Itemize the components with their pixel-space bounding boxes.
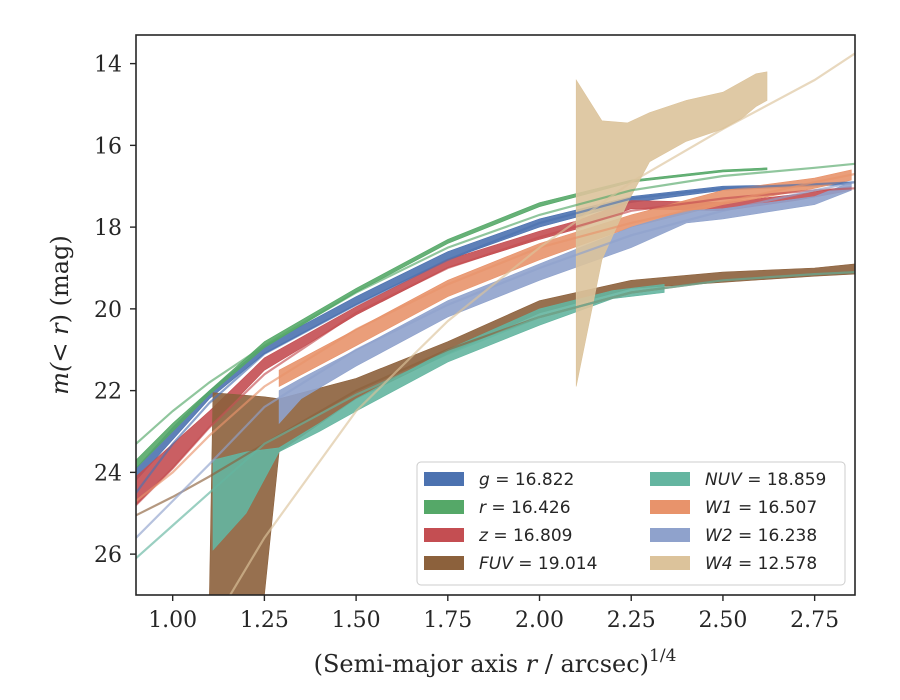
legend-swatch-fuv <box>424 556 464 570</box>
y-tick-label: 24 <box>94 461 122 486</box>
band-r <box>136 167 768 469</box>
legend-label-w4: W4 = 12.578 <box>705 554 817 574</box>
x-tick-label: 1.75 <box>423 608 472 633</box>
legend-swatch-z <box>424 528 464 542</box>
legend-swatch-nuv <box>650 472 690 486</box>
y-tick-label: 26 <box>94 543 122 568</box>
legend-label-fuv: FUV = 19.014 <box>479 554 597 574</box>
legend-label-w2: W2 = 16.238 <box>705 526 817 546</box>
x-tick-label: 2.50 <box>698 608 747 633</box>
y-tick-label: 18 <box>94 216 122 241</box>
x-tick-label: 2.75 <box>790 608 839 633</box>
legend-label-w1: W1 = 16.507 <box>705 498 817 518</box>
y-tick-label: 14 <box>94 53 122 78</box>
curve-w1 <box>136 172 855 502</box>
x-tick-label: 1.25 <box>240 608 289 633</box>
x-axis-label: (Semi-major axis r / arcsec)1/4 <box>314 646 677 678</box>
legend-swatch-r <box>424 500 464 514</box>
band-w2 <box>278 181 852 425</box>
legend-label-z: z = 16.809 <box>478 526 572 546</box>
band-w4 <box>575 71 768 387</box>
y-axis: 14 16 18 20 22 24 26 <box>94 53 136 568</box>
legend-label-g: g = 16.822 <box>479 470 574 490</box>
x-tick-label: 1.50 <box>332 608 381 633</box>
y-tick-label: 16 <box>94 134 122 159</box>
y-tick-label: 20 <box>94 298 122 323</box>
legend-swatch-g <box>424 472 464 486</box>
curve-w2 <box>136 181 855 539</box>
y-tick-label: 22 <box>94 380 122 405</box>
legend-label-r: r = 16.426 <box>479 498 571 518</box>
plot-frame <box>135 34 856 596</box>
x-tick-label: 1.00 <box>148 608 197 633</box>
band-nuv <box>212 283 665 551</box>
curve-w4 <box>228 52 855 595</box>
x-axis: 1.00 1.25 1.50 1.75 2.00 2.25 2.50 2.75 <box>148 595 839 633</box>
legend: g = 16.822 r = 16.426 z = 16.809 FUV = 19.0… <box>416 461 846 586</box>
x-tick-label: 2.00 <box>515 608 564 633</box>
legend-swatch-w4 <box>650 556 690 570</box>
legend-label-nuv: NUV = 18.859 <box>705 470 826 490</box>
legend-swatch-w2 <box>650 528 690 542</box>
model-curves <box>136 52 855 595</box>
legend-frame <box>416 461 846 586</box>
legend-items: g = 16.822 r = 16.426 z = 16.809 FUV = 19.0… <box>424 470 826 574</box>
y-axis-label: m(< r) (mag) <box>46 235 74 395</box>
curve-g <box>136 181 855 494</box>
x-tick-label: 2.25 <box>607 608 656 633</box>
curve-r <box>136 162 855 445</box>
curve-nuv <box>136 271 855 560</box>
legend-swatch-w1 <box>650 500 690 514</box>
